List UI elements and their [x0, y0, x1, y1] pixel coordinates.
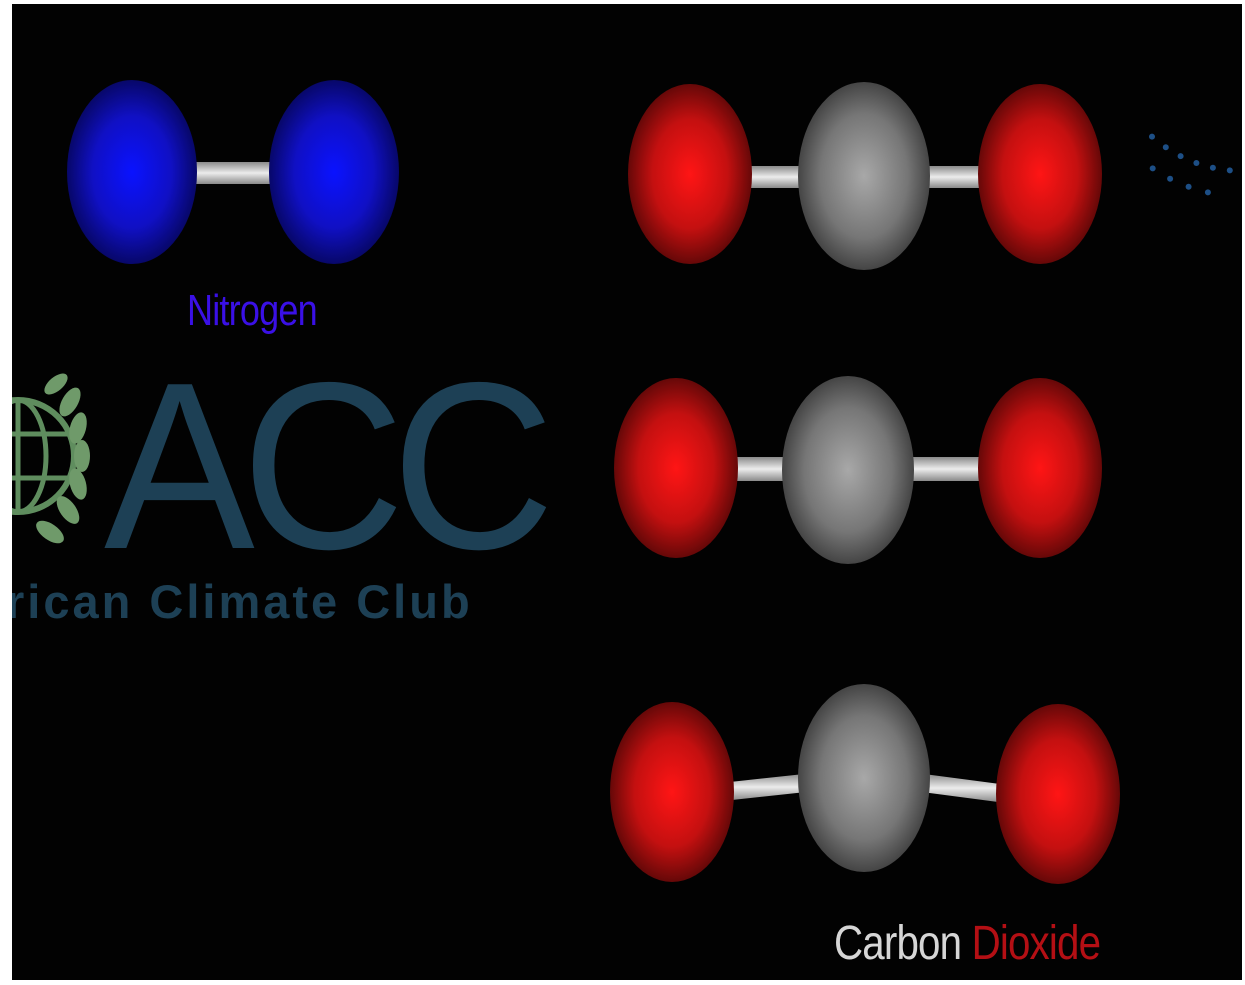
decorative-dot	[1193, 160, 1200, 166]
decorative-dot	[1149, 165, 1156, 172]
decorative-dot	[1177, 153, 1184, 160]
nitrogen-label: Nitrogen	[187, 286, 318, 335]
co2-bond	[730, 774, 806, 800]
decorative-dot	[1209, 164, 1216, 171]
co2-bond	[742, 166, 802, 188]
decorative-dot	[1226, 167, 1233, 174]
nitrogen-molecule	[67, 80, 399, 264]
carbon-word: Carbon	[834, 917, 962, 970]
nitrogen-bond	[190, 162, 282, 184]
carbon-atom	[798, 82, 930, 270]
co2-molecule-bent	[610, 684, 1120, 884]
molecule-illustration	[12, 80, 1233, 884]
decorative-dot-pattern	[1149, 133, 1233, 196]
oxygen-atom	[628, 84, 752, 264]
oxygen-atom	[978, 378, 1102, 558]
acc-logo-letters: ACC	[104, 334, 555, 599]
decorative-dot	[1204, 189, 1211, 196]
oxygen-atom	[610, 702, 734, 882]
carbon-atom	[798, 684, 930, 872]
oxygen-atom	[614, 378, 738, 558]
acc-logo-emblem	[12, 373, 90, 544]
acc-logo-tagline: rican Climate Club	[12, 575, 473, 628]
dioxide-word: Dioxide	[971, 917, 1101, 970]
co2-bond	[728, 457, 788, 481]
co2-molecule-linear-2	[614, 376, 1102, 564]
oxygen-atom	[996, 704, 1120, 884]
oxygen-atom	[978, 84, 1102, 264]
decorative-dot	[1167, 175, 1174, 182]
co2-bond	[922, 166, 982, 188]
decorative-dot	[1149, 133, 1155, 140]
image-canvas: Nitrogen ACC rican Climate Club Carbon D…	[12, 4, 1242, 980]
decorative-dot	[1162, 144, 1169, 151]
carbon-atom	[782, 376, 914, 564]
nitrogen-atom-right	[269, 80, 399, 264]
decorative-dot	[1185, 183, 1192, 190]
co2-molecule-linear-1	[628, 82, 1102, 270]
co2-bond	[908, 457, 986, 481]
nitrogen-atom-left	[67, 80, 197, 264]
carbon-dioxide-label: Carbon Dioxide	[834, 916, 1101, 971]
co2-bond	[922, 774, 1000, 802]
